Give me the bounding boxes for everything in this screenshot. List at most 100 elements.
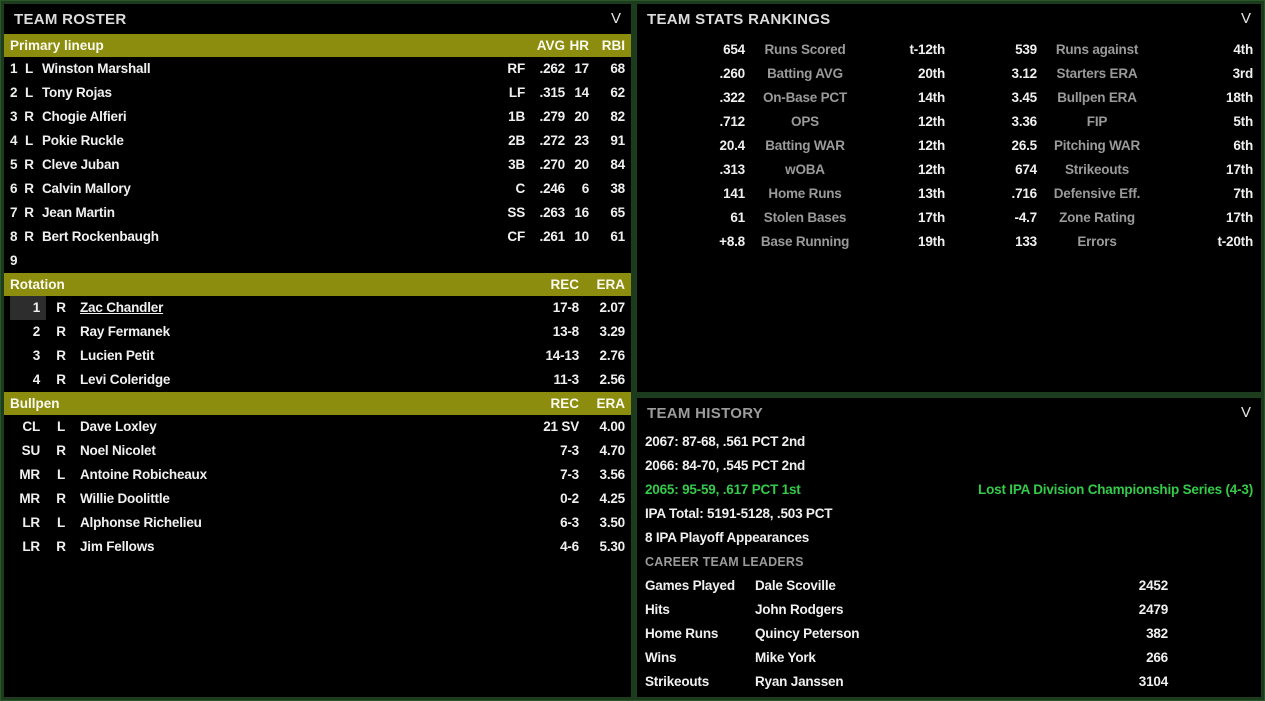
position: RF — [507, 61, 525, 76]
rotation-row[interactable]: 4 R Levi Coleridge 11-3 2.56 — [4, 368, 631, 392]
bullpen-row[interactable]: LR R Jim Fellows 4-6 5.30 — [4, 535, 631, 559]
leader-row[interactable]: Home Runs Quincy Peterson 382 — [637, 622, 1261, 646]
hr: 10 — [574, 229, 589, 244]
stat-label: Errors — [1077, 234, 1117, 249]
team-stats-rankings-panel: TEAM STATS RANKINGS V 654 Runs Scored t-12… — [637, 4, 1261, 392]
stat-value: 133 — [1015, 234, 1037, 249]
lineup-row[interactable]: 4 L Pokie Ruckle 2B .272 23 91 — [4, 129, 631, 153]
hand: R — [56, 348, 66, 363]
player-name[interactable]: Chogie Alfieri — [42, 109, 127, 124]
rotation-row[interactable]: 1 R Zac Chandler 17-8 2.07 — [4, 296, 631, 320]
stat-label: Runs against — [1055, 42, 1139, 57]
record: 17-8 — [552, 300, 579, 315]
col-header-avg: AVG — [536, 38, 565, 53]
record: 14-13 — [545, 348, 579, 363]
lineup-row[interactable]: 8 R Bert Rockenbaugh CF .261 10 61 — [4, 225, 631, 249]
player-name[interactable]: Levi Coleridge — [80, 372, 171, 387]
col-header-hr: HR — [569, 38, 590, 53]
stat-value: 654 — [723, 42, 745, 57]
lineup-slot: 4 — [10, 133, 18, 148]
leader-value: 3104 — [1138, 674, 1168, 689]
hand: R — [56, 324, 66, 339]
collapse-chevron-icon[interactable]: V — [1240, 10, 1251, 27]
player-name[interactable]: Lucien Petit — [80, 348, 155, 363]
bullpen-row[interactable]: SU R Noel Nicolet 7-3 4.70 — [4, 439, 631, 463]
leader-row[interactable]: Strikeouts Ryan Janssen 3104 — [637, 670, 1261, 694]
lineup-row-empty[interactable]: 9 — [4, 249, 631, 273]
rotation-row[interactable]: 3 R Lucien Petit 14-13 2.76 — [4, 344, 631, 368]
hand: L — [24, 133, 34, 148]
leader-player[interactable]: Quincy Peterson — [755, 626, 860, 641]
rotation-slot: 4 — [32, 372, 41, 387]
bullpen-row[interactable]: LR L Alphonse Richelieu 6-3 3.50 — [4, 511, 631, 535]
rbi: 62 — [610, 85, 625, 100]
rbi: 61 — [610, 229, 625, 244]
lineup-slot: 1 — [10, 61, 18, 76]
leader-player[interactable]: Mike York — [755, 650, 816, 665]
col-header-era: ERA — [596, 396, 625, 411]
player-name[interactable]: Cleve Juban — [42, 157, 120, 172]
lineup-row[interactable]: 6 R Calvin Mallory C .246 6 38 — [4, 177, 631, 201]
stat-rank: 7th — [1233, 186, 1253, 201]
player-name[interactable]: Jim Fellows — [80, 539, 155, 554]
lineup-row[interactable]: 2 L Tony Rojas LF .315 14 62 — [4, 81, 631, 105]
player-name[interactable]: Pokie Ruckle — [42, 133, 124, 148]
stat-value: .716 — [1011, 186, 1038, 201]
playoff-appearances: 8 IPA Playoff Appearances — [645, 530, 810, 545]
leader-player[interactable]: Ryan Janssen — [755, 674, 844, 689]
player-name[interactable]: Ray Fermanek — [80, 324, 170, 339]
collapse-chevron-icon[interactable]: V — [610, 10, 621, 27]
stat-rank: 12th — [918, 138, 945, 153]
lineup-row[interactable]: 5 R Cleve Juban 3B .270 20 84 — [4, 153, 631, 177]
bullpen-row[interactable]: MR R Willie Doolittle 0-2 4.25 — [4, 487, 631, 511]
leader-row[interactable]: Hits John Rodgers 2479 — [637, 598, 1261, 622]
bullpen-row[interactable]: CL L Dave Loxley 21 SV 4.00 — [4, 415, 631, 439]
player-name[interactable]: Calvin Mallory — [42, 181, 131, 196]
history-season-line: 2067: 87-68, .561 PCT 2nd — [637, 430, 1261, 454]
stat-rank: t-12th — [909, 42, 945, 57]
player-name[interactable]: Noel Nicolet — [80, 443, 156, 458]
era: 4.25 — [599, 491, 626, 506]
player-name[interactable]: Bert Rockenbaugh — [42, 229, 159, 244]
stats-row: .260 Batting AVG 20th 3.12 Starters ERA 3rd — [637, 62, 1261, 86]
player-name[interactable]: Antoine Robicheaux — [80, 467, 207, 482]
player-name[interactable]: Dave Loxley — [80, 419, 157, 434]
player-name[interactable]: Tony Rojas — [42, 85, 112, 100]
bullpen-row[interactable]: MR L Antoine Robicheaux 7-3 3.56 — [4, 463, 631, 487]
bullpen-role: MR — [19, 491, 40, 506]
collapse-chevron-icon[interactable]: V — [1240, 404, 1251, 421]
stat-rank: 20th — [918, 66, 945, 81]
bullpen-section-bar: Bullpen REC ERA — [4, 392, 631, 415]
hr: 23 — [574, 133, 589, 148]
avg: .279 — [539, 109, 566, 124]
history-lines: 2067: 87-68, .561 PCT 2nd 2066: 84-70, .… — [637, 430, 1261, 550]
player-name[interactable]: Jean Martin — [42, 205, 115, 220]
col-header-era: ERA — [596, 277, 625, 292]
hand: L — [24, 85, 34, 100]
col-header-rec: REC — [550, 277, 579, 292]
player-name[interactable]: Winston Marshall — [42, 61, 151, 76]
player-name[interactable]: Alphonse Richelieu — [80, 515, 202, 530]
rotation-row[interactable]: 2 R Ray Fermanek 13-8 3.29 — [4, 320, 631, 344]
leader-player[interactable]: John Rodgers — [755, 602, 844, 617]
lineup-row[interactable]: 1 L Winston Marshall RF .262 17 68 — [4, 57, 631, 81]
player-name[interactable]: Willie Doolittle — [80, 491, 170, 506]
stat-label: Bullpen ERA — [1057, 90, 1137, 105]
stat-rank: 3rd — [1232, 66, 1254, 81]
stat-value: 539 — [1015, 42, 1037, 57]
stat-value: 20.4 — [719, 138, 746, 153]
bullpen-label: Bullpen — [10, 396, 60, 411]
stat-value: +8.8 — [719, 234, 745, 249]
lineup-row[interactable]: 3 R Chogie Alfieri 1B .279 20 82 — [4, 105, 631, 129]
leader-row[interactable]: Games Played Dale Scoville 2452 — [637, 574, 1261, 598]
player-name[interactable]: Zac Chandler — [80, 300, 164, 315]
leader-row[interactable]: Wins Mike York 266 — [637, 646, 1261, 670]
primary-lineup-section-bar: Primary lineup AVG HR RBI — [4, 34, 631, 57]
team-roster-panel: TEAM ROSTER V Primary lineup AVG HR RBI … — [4, 4, 631, 697]
avg: .261 — [539, 229, 566, 244]
stats-rows: 654 Runs Scored t-12th 539 Runs against 4th .… — [637, 38, 1261, 254]
rbi: 38 — [610, 181, 625, 196]
lineup-row[interactable]: 7 R Jean Martin SS .263 16 65 — [4, 201, 631, 225]
leader-player[interactable]: Dale Scoville — [755, 578, 836, 593]
hand: L — [56, 419, 66, 434]
